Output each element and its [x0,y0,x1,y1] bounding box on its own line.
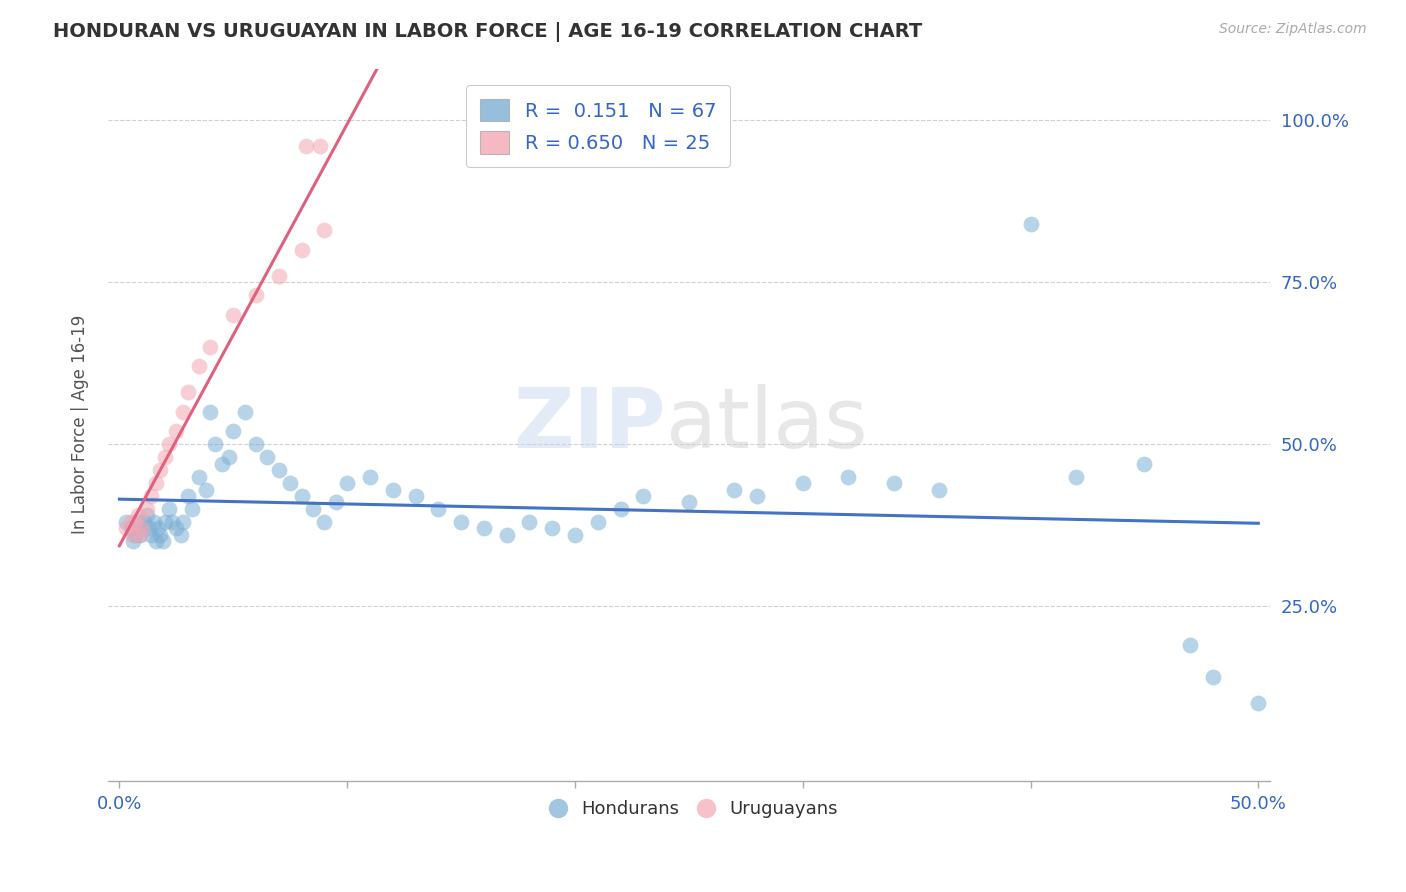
Point [336,476,359,491]
Point [278,476,301,491]
Point [188,469,211,483]
Point [194,483,217,497]
Legend: Hondurans, Uruguayans: Hondurans, Uruguayans [533,793,845,825]
Point [256,450,278,464]
Point [122,528,145,542]
Point [586,515,609,529]
Point [359,469,381,483]
Point [153,515,176,529]
Point [177,385,200,400]
Point [541,521,564,535]
Text: atlas: atlas [665,384,868,466]
Point [145,534,167,549]
Point [128,528,150,542]
Point [233,405,256,419]
Point [159,502,181,516]
Y-axis label: In Labor Force | Age 16-19: In Labor Force | Age 16-19 [72,315,89,534]
Point [146,521,169,535]
Point [1178,638,1201,652]
Point [165,521,187,535]
Point [267,463,290,477]
Point [928,483,950,497]
Point [291,243,314,257]
Point [172,405,194,419]
Point [1133,457,1156,471]
Point [1247,696,1270,710]
Point [159,437,181,451]
Point [149,463,172,477]
Point [141,528,163,542]
Point [519,515,541,529]
Point [153,450,176,464]
Point [678,495,700,509]
Point [138,521,160,535]
Point [633,489,655,503]
Point [181,502,204,516]
Point [883,476,905,491]
Point [128,528,150,542]
Point [145,476,167,491]
Point [218,450,240,464]
Point [495,528,517,542]
Point [160,515,183,529]
Point [450,515,472,529]
Text: HONDURAN VS URUGUAYAN IN LABOR FORCE | AGE 16-19 CORRELATION CHART: HONDURAN VS URUGUAYAN IN LABOR FORCE | A… [53,22,922,42]
Point [127,515,149,529]
Point [120,515,142,529]
Point [165,424,187,438]
Point [127,508,149,523]
Point [792,476,814,491]
Point [135,508,157,523]
Point [170,528,193,542]
Point [188,359,211,374]
Point [222,308,245,322]
Point [124,515,146,529]
Point [564,528,586,542]
Point [405,489,427,503]
Point [472,521,495,535]
Point [314,515,336,529]
Point [141,489,163,503]
Point [115,515,138,529]
Point [122,534,145,549]
Point [149,528,172,542]
Point [152,534,174,549]
Point [134,515,156,529]
Point [211,457,233,471]
Point [291,489,314,503]
Point [314,223,336,237]
Point [295,139,318,153]
Point [747,489,769,503]
Point [302,502,325,516]
Point [124,528,146,542]
Point [135,502,157,516]
Point [131,521,153,535]
Text: ZIP: ZIP [513,384,665,466]
Point [1064,469,1087,483]
Point [1202,670,1225,684]
Point [120,521,142,535]
Point [204,437,226,451]
Point [200,340,222,354]
Point [381,483,404,497]
Point [267,268,290,283]
Point [837,469,859,483]
Point [115,521,138,535]
Point [245,288,267,302]
Point [609,502,631,516]
Point [222,424,245,438]
Point [325,495,347,509]
Point [723,483,745,497]
Point [200,405,222,419]
Point [172,515,194,529]
Point [427,502,450,516]
Point [131,521,153,535]
Point [245,437,267,451]
Point [142,515,165,529]
Point [177,489,200,503]
Point [308,139,330,153]
Point [1019,217,1042,231]
Text: Source: ZipAtlas.com: Source: ZipAtlas.com [1219,22,1367,37]
